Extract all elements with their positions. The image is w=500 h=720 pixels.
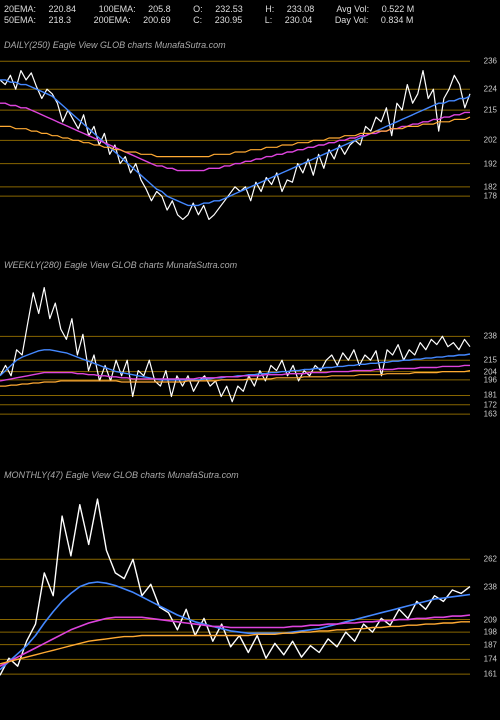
series-line-1	[0, 350, 470, 380]
avgvol-label: Avg Vol: 0.522 M	[336, 4, 424, 14]
header-row-2: 50EMA: 218.3 200EMA: 200.69 C: 230.95 L:…	[4, 15, 496, 25]
chart-area: 236 224 215 202 192 182178	[0, 52, 500, 238]
price-level-label: 181	[483, 391, 498, 400]
ema200-label: 200EMA: 200.69	[94, 15, 181, 25]
price-level-label: 238	[483, 332, 498, 341]
price-level-label: 192	[483, 159, 498, 168]
chart-container: { "header": { "ema20_label": "20EMA:", "…	[0, 0, 500, 720]
price-level-label: 224	[483, 85, 498, 94]
indicator-header: 20EMA: 220.84 100EMA: 205.8 O: 232.53 H:…	[4, 4, 496, 25]
chart-panel-1: WEEKLY(280) Eagle View GLOB charts Munaf…	[0, 260, 500, 440]
price-level-label: 238	[483, 582, 498, 591]
price-level-label: 215	[483, 106, 498, 115]
price-level-label: 236	[483, 57, 498, 66]
chart-svg	[0, 52, 500, 238]
chart-panel-0: DAILY(250) Eagle View GLOB charts Munafa…	[0, 40, 500, 240]
price-level-label: 163	[483, 410, 498, 419]
chart-panel-2: MONTHLY(47) Eagle View GLOB charts Munaf…	[0, 470, 500, 700]
price-level-label: 215	[483, 356, 498, 365]
low-label: L: 230.04	[265, 15, 323, 25]
series-line-0	[0, 499, 470, 675]
price-level-label: 209	[483, 615, 498, 624]
panel-title: DAILY(250) Eagle View GLOB charts Munafa…	[4, 40, 500, 50]
ema100-label: 100EMA: 205.8	[99, 4, 181, 14]
price-level-label: 161	[483, 670, 498, 679]
price-level-label: 198	[483, 628, 498, 637]
series-line-0	[0, 288, 470, 402]
price-level-label: 262	[483, 555, 498, 564]
price-level-label: 196	[483, 375, 498, 384]
close-label: C: 230.95	[193, 15, 252, 25]
series-line-3	[0, 117, 470, 157]
chart-area: 262 238 209 198 187 174 161	[0, 482, 500, 698]
panel-title: MONTHLY(47) Eagle View GLOB charts Munaf…	[4, 470, 500, 480]
price-level-label: 202	[483, 136, 498, 145]
price-level-label: 182	[483, 182, 498, 191]
price-level-label: 172	[483, 400, 498, 409]
price-level-label: 187	[483, 640, 498, 649]
price-level-label: 174	[483, 655, 498, 664]
dayvol-label: Day Vol: 0.834 M	[335, 15, 424, 25]
chart-svg	[0, 482, 500, 698]
open-label: O: 232.53	[193, 4, 253, 14]
ema20-label: 20EMA: 220.84	[4, 4, 86, 14]
panel-title: WEEKLY(280) Eagle View GLOB charts Munaf…	[4, 260, 500, 270]
high-label: H: 233.08	[265, 4, 324, 14]
price-level-label: 178	[483, 192, 498, 201]
series-line-0	[0, 71, 470, 220]
header-row-1: 20EMA: 220.84 100EMA: 205.8 O: 232.53 H:…	[4, 4, 496, 14]
chart-svg	[0, 272, 500, 438]
ema50-label: 50EMA: 218.3	[4, 15, 81, 25]
chart-area: 238215204196181172163	[0, 272, 500, 438]
